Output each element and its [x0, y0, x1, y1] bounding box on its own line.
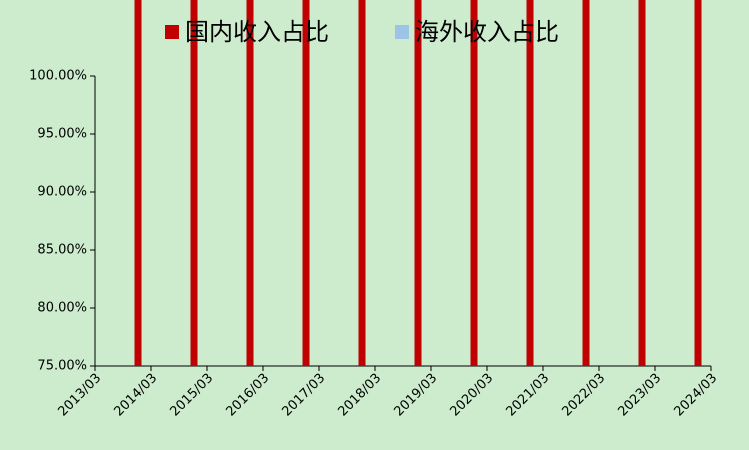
- y-tick-label: 100.00%: [29, 69, 87, 84]
- bar-segment: [638, 0, 646, 366]
- y-tick-label: 75.00%: [37, 359, 87, 374]
- bar-segment: [134, 0, 142, 366]
- bar-segment: [358, 0, 366, 366]
- bar-segment: [246, 0, 254, 366]
- bar-segment: [582, 0, 590, 366]
- bar-segment: [190, 0, 198, 366]
- y-tick-label: 95.00%: [37, 127, 87, 142]
- legend-text: 海外收入占比: [415, 18, 559, 46]
- bar-segment: [470, 0, 478, 366]
- bar-segment: [302, 0, 310, 366]
- bar-segment: [694, 0, 702, 366]
- y-tick-label: 90.00%: [37, 185, 87, 200]
- legend-text: 国内收入占比: [185, 18, 329, 46]
- legend-swatch: [165, 25, 179, 39]
- bar-segment: [414, 0, 422, 366]
- y-tick-label: 85.00%: [37, 243, 87, 258]
- bar-segment: [526, 0, 534, 366]
- y-tick-label: 80.00%: [37, 301, 87, 316]
- legend-swatch: [395, 25, 409, 39]
